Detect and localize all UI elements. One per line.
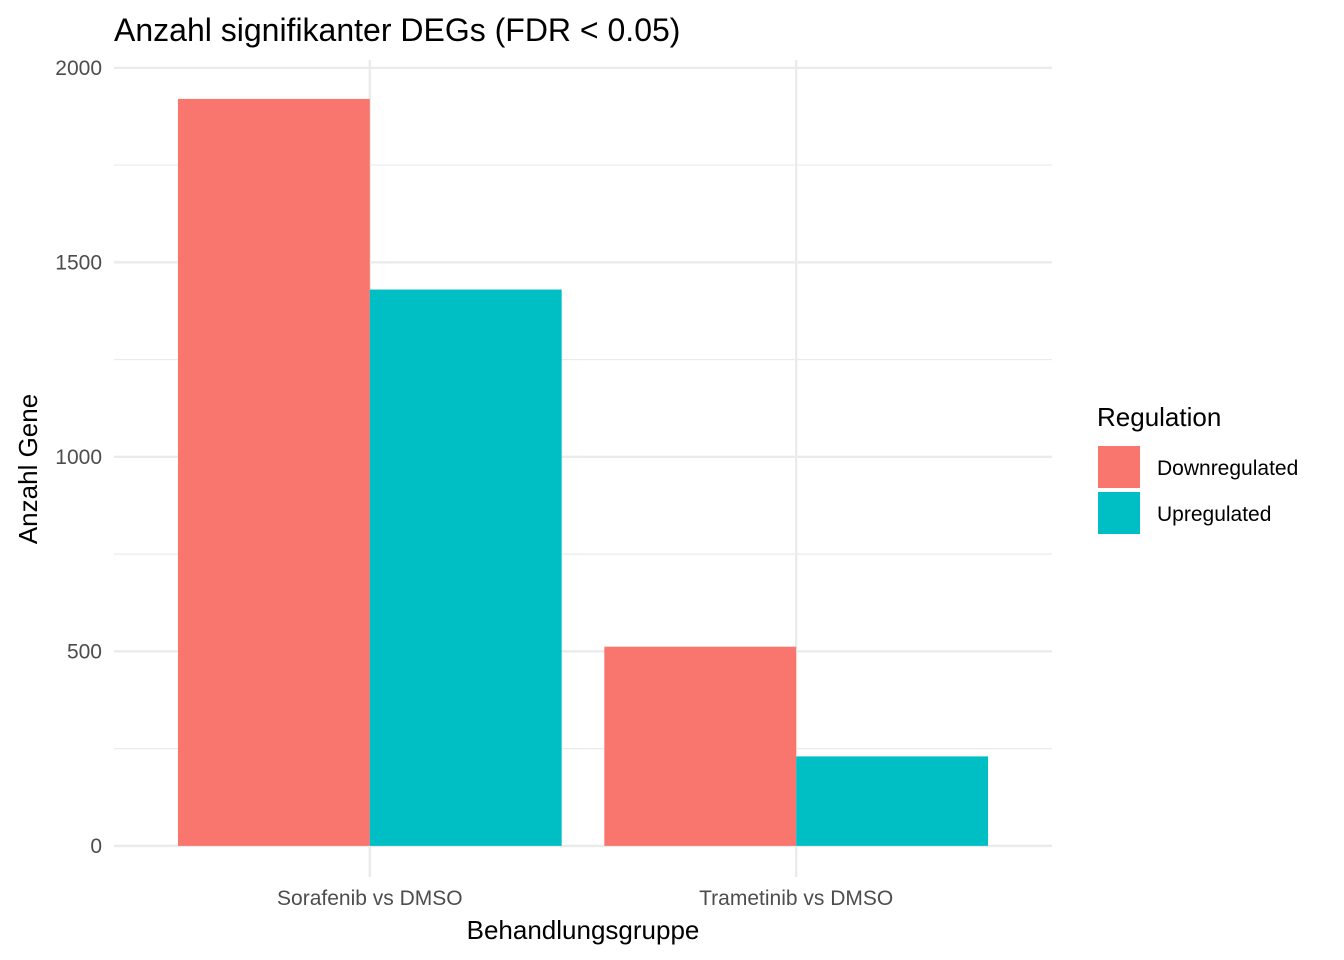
y-tick-label: 1000 xyxy=(55,446,102,469)
x-tick-labels: Sorafenib vs DMSO Trametinib vs DMSO xyxy=(277,887,893,910)
y-tick-label: 1500 xyxy=(55,251,102,274)
y-axis-title: Anzahl Gene xyxy=(13,394,43,544)
bars xyxy=(177,98,989,846)
y-tick-label: 0 xyxy=(90,835,102,858)
x-tick-label: Trametinib vs DMSO xyxy=(699,887,893,910)
bar-downregulated-2 xyxy=(604,646,797,846)
bar-downregulated-1 xyxy=(177,98,370,846)
y-tick-labels: 0 500 1000 1500 2000 xyxy=(55,57,102,858)
bar-upregulated-1 xyxy=(369,289,562,846)
legend-key-downregulated xyxy=(1098,446,1140,488)
y-tick-label: 2000 xyxy=(55,57,102,80)
legend-items: Downregulated Upregulated xyxy=(1098,446,1298,534)
x-tick-label: Sorafenib vs DMSO xyxy=(277,887,463,910)
legend-label: Downregulated xyxy=(1157,457,1298,480)
bar-upregulated-2 xyxy=(796,756,989,846)
legend-key-upregulated xyxy=(1098,492,1140,534)
chart-title: Anzahl signifikanter DEGs (FDR < 0.05) xyxy=(114,12,680,48)
legend-title: Regulation xyxy=(1097,402,1221,432)
legend-label: Upregulated xyxy=(1157,503,1271,526)
y-tick-label: 500 xyxy=(67,640,102,663)
x-axis-title: Behandlungsgruppe xyxy=(467,915,700,945)
legend: Regulation Downregulated Upregulated xyxy=(1097,402,1298,534)
